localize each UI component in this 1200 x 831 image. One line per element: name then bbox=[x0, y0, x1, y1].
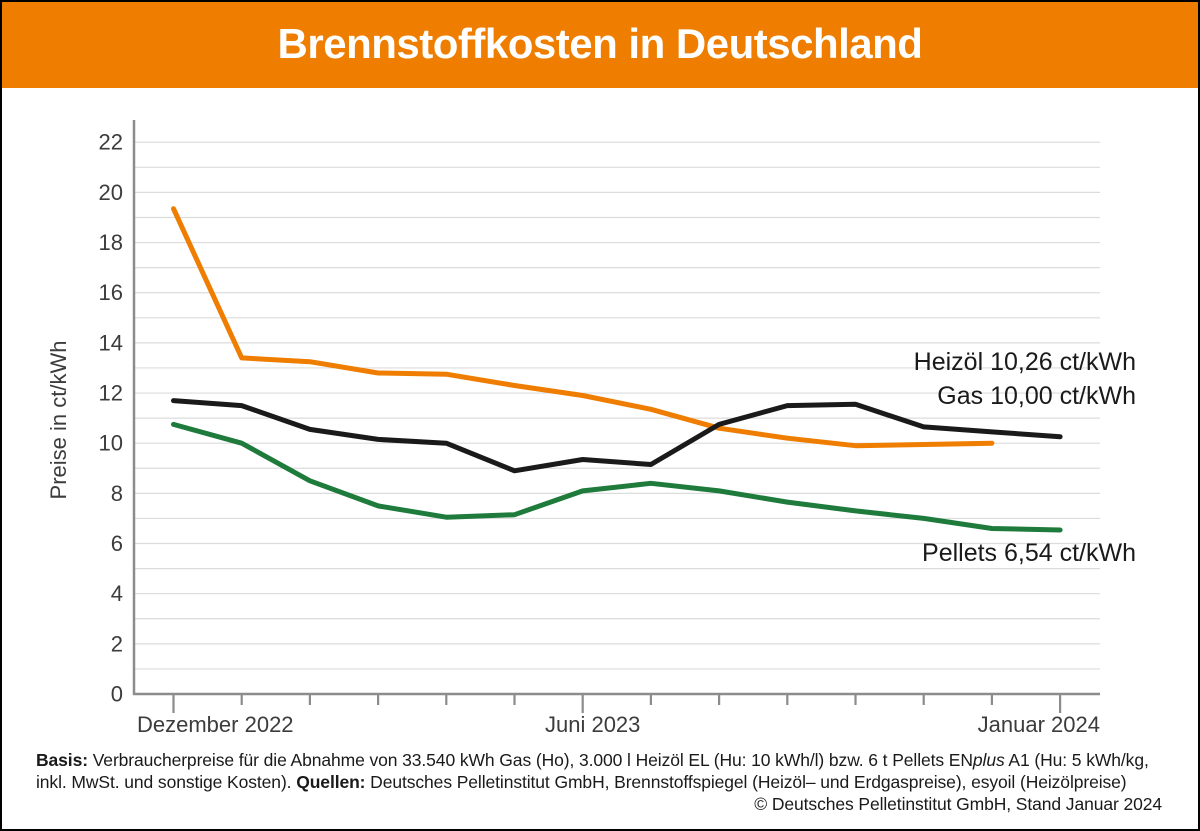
y-tick-label: 16 bbox=[99, 280, 123, 305]
footer-text-run: Verbraucherpreise für die Abnahme von 33… bbox=[87, 750, 973, 770]
footer-text-run: Quellen: bbox=[296, 772, 366, 792]
x-tick-label: Januar 2024 bbox=[978, 712, 1100, 737]
fuel-cost-chart: 0 2 4 6 8 10 12 14 16 18 20 22 Dezember 2022 Juni 202… bbox=[0, 95, 1200, 747]
x-tick-label: Juni 2023 bbox=[545, 712, 640, 737]
y-tick-label: 20 bbox=[99, 180, 123, 205]
pellets-line bbox=[171, 421, 1063, 533]
footer-text-run: Deutsches Pelletinstitut GmbH, Brennstof… bbox=[365, 772, 1127, 792]
series-value-annotation: Gas 10,00 ct/kWh bbox=[937, 382, 1136, 410]
line-chart-canvas: 0 2 4 6 8 10 12 14 16 18 20 22 Dezember 2022 Juni 202… bbox=[46, 120, 1136, 737]
y-axis-title: Preise in ct/kWh bbox=[46, 341, 71, 500]
y-tick-label: 18 bbox=[99, 230, 123, 255]
gas-line bbox=[171, 206, 995, 449]
y-tick-label: 22 bbox=[99, 130, 123, 155]
series-value-annotation: Heizöl 10,26 ct/kWh bbox=[914, 348, 1136, 376]
footer-text-run: plus bbox=[972, 750, 1005, 770]
footer-basis-line: Basis: Verbraucherpreise für die Abnahme… bbox=[36, 749, 1162, 771]
y-tick-label: 10 bbox=[99, 431, 123, 456]
footer-quellen-line: inkl. MwSt. und sonstige Kosten). Quelle… bbox=[36, 771, 1162, 793]
x-tick-label: Dezember 2022 bbox=[137, 712, 294, 737]
y-tick-label: 0 bbox=[111, 682, 123, 707]
footer-text-run: inkl. MwSt. und sonstige Kosten). bbox=[36, 772, 297, 792]
footer: Basis: Verbraucherpreise für die Abnahme… bbox=[36, 749, 1162, 815]
y-tick-label: 4 bbox=[111, 581, 123, 606]
footer-text-run: A1 (Hu: 5 kWh/kg, bbox=[1004, 750, 1149, 770]
y-tick-label: 12 bbox=[99, 381, 123, 406]
y-tick-label: 8 bbox=[111, 481, 123, 506]
y-tick-label: 2 bbox=[111, 631, 123, 656]
footer-text-run: © Deutsches Pelletinstitut GmbH, Stand J… bbox=[754, 794, 1162, 814]
series-value-annotation: Pellets 6,54 ct/kWh bbox=[922, 539, 1136, 567]
footer-copyright-line: © Deutsches Pelletinstitut GmbH, Stand J… bbox=[36, 793, 1162, 815]
y-tick-label: 6 bbox=[111, 531, 123, 556]
y-tick-label: 14 bbox=[99, 330, 123, 355]
header-bar: Brennstoffkosten in Deutschland bbox=[0, 0, 1200, 88]
heizl-line bbox=[171, 398, 1063, 474]
footer-text-run: Basis: bbox=[36, 750, 88, 770]
page-title: Brennstoffkosten in Deutschland bbox=[277, 20, 923, 67]
